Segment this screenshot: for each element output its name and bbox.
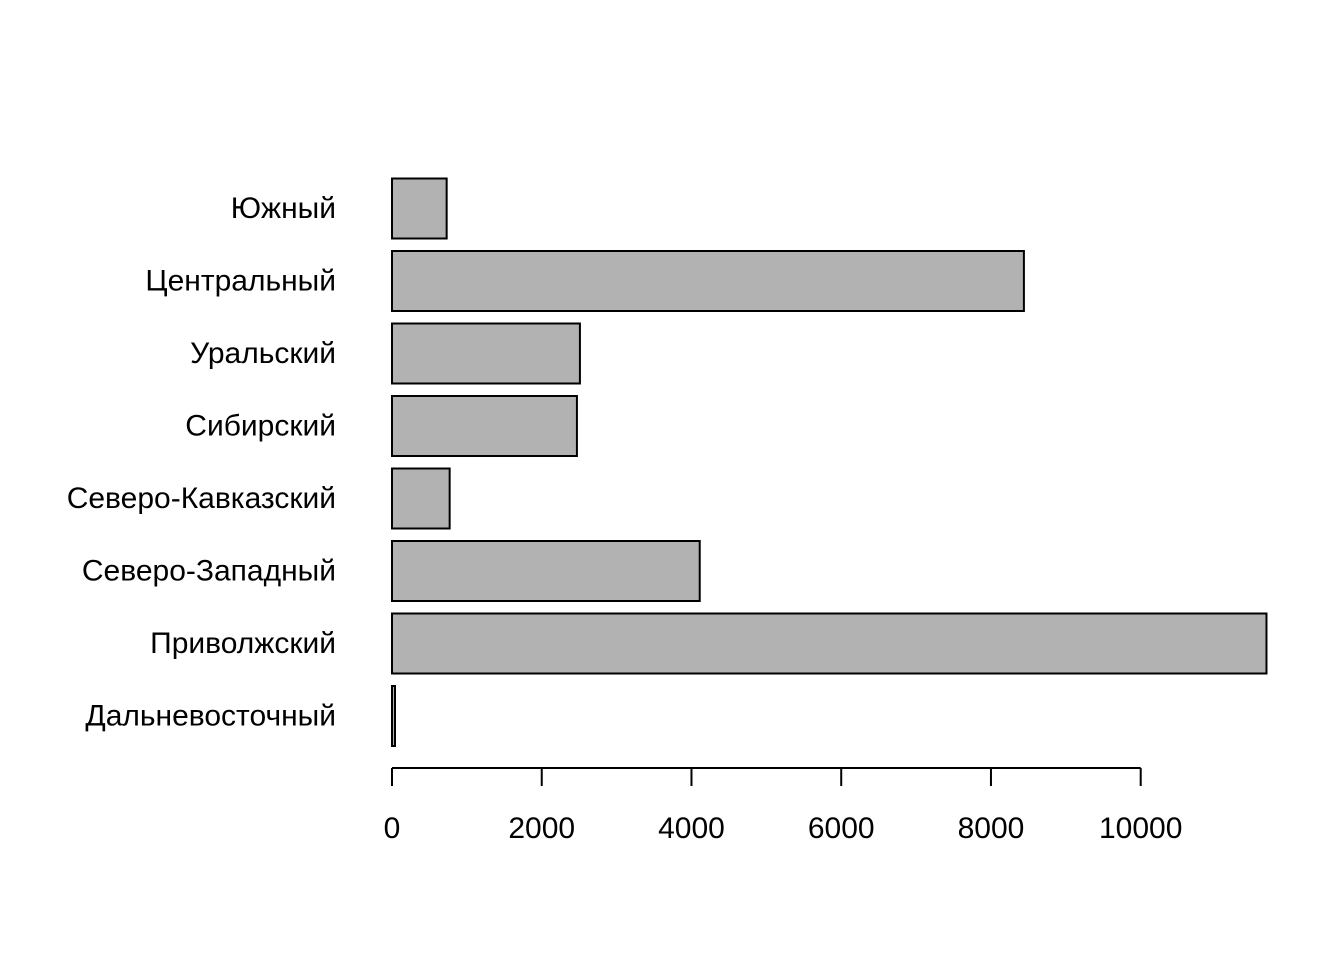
category-label: Южный	[231, 192, 336, 225]
x-tick-label: 6000	[808, 812, 875, 845]
bar-cat-3	[391, 467, 451, 530]
bars-group	[391, 177, 1268, 747]
category-label: Центральный	[145, 265, 336, 298]
category-label: Северо-Кавказский	[67, 482, 336, 515]
bar-cat-0	[391, 685, 396, 747]
bar-cat-4	[391, 395, 578, 457]
category-label: Приволжский	[150, 627, 336, 660]
category-label: Уральский	[190, 337, 336, 370]
x-tick-label: 8000	[958, 812, 1025, 845]
category-label: Северо-Западный	[82, 555, 336, 588]
x-tick-label: 2000	[508, 812, 575, 845]
x-tick-label: 4000	[658, 812, 725, 845]
bar-cat-1	[391, 612, 1268, 675]
bar-cat-7	[391, 177, 448, 240]
bar-cat-6	[391, 250, 1025, 312]
category-label: Дальневосточный	[85, 700, 336, 733]
category-labels-group: Дальневосточный Приволжский Северо-Западны…	[67, 192, 336, 733]
x-tick-label: 10000	[1099, 812, 1182, 845]
x-tick-label: 0	[384, 812, 401, 845]
category-label: Сибирский	[185, 410, 336, 443]
x-axis: 0 2000 4000 6000 8000 10000	[384, 767, 1182, 845]
bar-cat-5	[391, 322, 581, 385]
bar-cat-2	[391, 540, 701, 602]
